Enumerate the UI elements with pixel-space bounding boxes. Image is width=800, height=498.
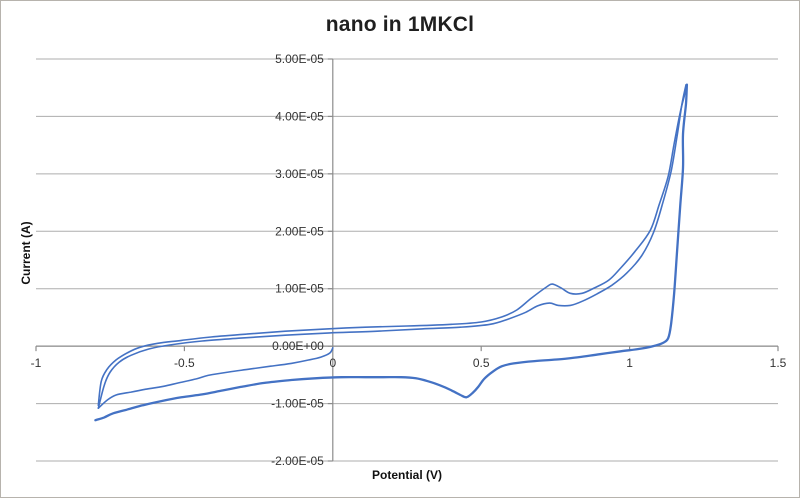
y-tick-label: 2.00E-05 [275, 224, 324, 238]
cv-curve-4 [97, 347, 334, 409]
x-tick-label: -0.5 [174, 356, 195, 370]
x-tick-label: 1 [626, 356, 633, 370]
cv-curve-1 [97, 83, 688, 407]
chart-title: nano in 1MKCl [325, 13, 475, 36]
y-axis-title: Current (A) [19, 221, 33, 285]
x-tick-label: 0 [329, 356, 336, 370]
y-tick-label: 3.00E-05 [275, 167, 324, 181]
y-tick-label: 5.00E-05 [275, 52, 324, 66]
cv-curve-2 [97, 84, 687, 409]
x-tick-label: -1 [31, 356, 42, 370]
x-tick-label: 0.5 [473, 356, 490, 370]
cv-curve-3 [94, 83, 689, 422]
y-tick-label: -1.00E-05 [271, 397, 324, 411]
y-tick-label: 4.00E-05 [275, 109, 324, 123]
y-tick-label: 1.00E-05 [275, 282, 324, 296]
y-tick-label: -2.00E-05 [271, 454, 324, 468]
y-tick-label: 0.00E+00 [272, 339, 324, 353]
x-tick-label: 1.5 [770, 356, 787, 370]
x-axis-title: Potential (V) [371, 468, 443, 482]
